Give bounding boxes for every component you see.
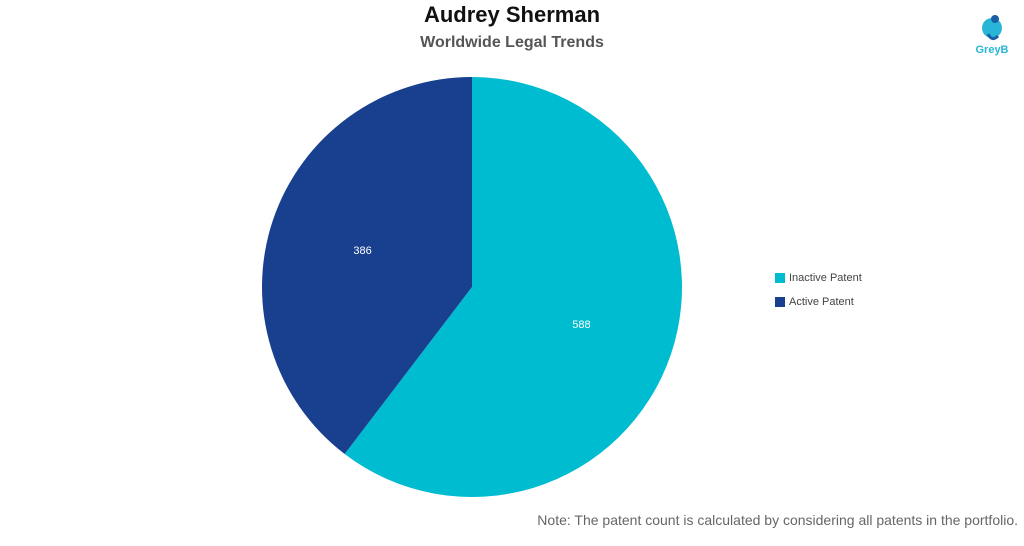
legend-item-inactive: Inactive Patent [775,266,862,290]
legend-swatch-inactive [775,273,785,283]
legend: Inactive Patent Active Patent [775,266,862,314]
greyb-logo: GreyB [968,12,1016,64]
chart-title: Audrey Sherman [423,2,601,27]
logo-mark-icon [982,15,1002,41]
legend-swatch-active [775,297,785,307]
logo-text: GreyB [975,44,1009,56]
legend-label-active: Active Patent [789,296,854,308]
legend-label-inactive: Inactive Patent [789,272,862,284]
chart-subtitle: Worldwide Legal Trends [420,34,604,51]
footnote: Note: The patent count is calculated by … [537,512,1018,528]
data-label-active-patent: 386 [353,245,371,257]
pie-slice-inactive-patent [344,77,682,497]
data-label-inactive-patent: 588 [572,319,590,331]
legend-item-active: Active Patent [775,290,862,314]
pie-slice-active-patent [261,77,472,454]
